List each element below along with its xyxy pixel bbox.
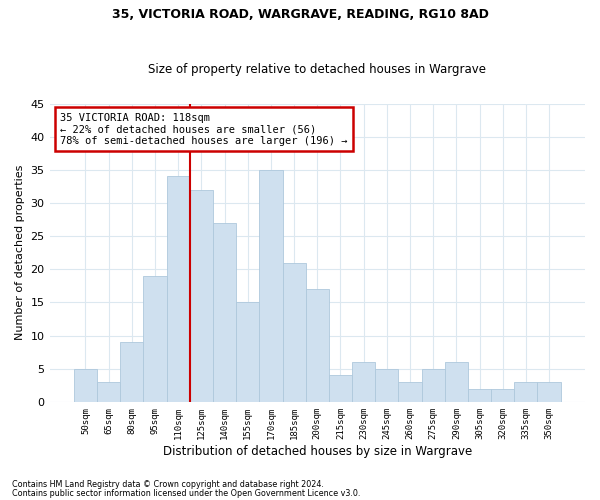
Text: Contains HM Land Registry data © Crown copyright and database right 2024.: Contains HM Land Registry data © Crown c… xyxy=(12,480,324,489)
Bar xyxy=(259,170,283,402)
Bar xyxy=(190,190,213,402)
Bar xyxy=(422,368,445,402)
Bar xyxy=(236,302,259,402)
Text: 35, VICTORIA ROAD, WARGRAVE, READING, RG10 8AD: 35, VICTORIA ROAD, WARGRAVE, READING, RG… xyxy=(112,8,488,20)
Bar xyxy=(97,382,120,402)
Y-axis label: Number of detached properties: Number of detached properties xyxy=(15,165,25,340)
Bar xyxy=(398,382,422,402)
Bar xyxy=(538,382,560,402)
Bar xyxy=(375,368,398,402)
Bar xyxy=(352,362,375,402)
Bar xyxy=(74,368,97,402)
Bar xyxy=(445,362,468,402)
Bar xyxy=(468,388,491,402)
Bar xyxy=(120,342,143,402)
Bar xyxy=(167,176,190,402)
Text: 35 VICTORIA ROAD: 118sqm
← 22% of detached houses are smaller (56)
78% of semi-d: 35 VICTORIA ROAD: 118sqm ← 22% of detach… xyxy=(60,112,348,146)
Text: Contains public sector information licensed under the Open Government Licence v3: Contains public sector information licen… xyxy=(12,489,361,498)
Bar xyxy=(329,376,352,402)
Bar xyxy=(491,388,514,402)
Bar xyxy=(143,276,167,402)
Bar xyxy=(283,262,305,402)
X-axis label: Distribution of detached houses by size in Wargrave: Distribution of detached houses by size … xyxy=(163,444,472,458)
Bar xyxy=(305,289,329,402)
Title: Size of property relative to detached houses in Wargrave: Size of property relative to detached ho… xyxy=(148,63,486,76)
Bar xyxy=(514,382,538,402)
Bar xyxy=(213,223,236,402)
